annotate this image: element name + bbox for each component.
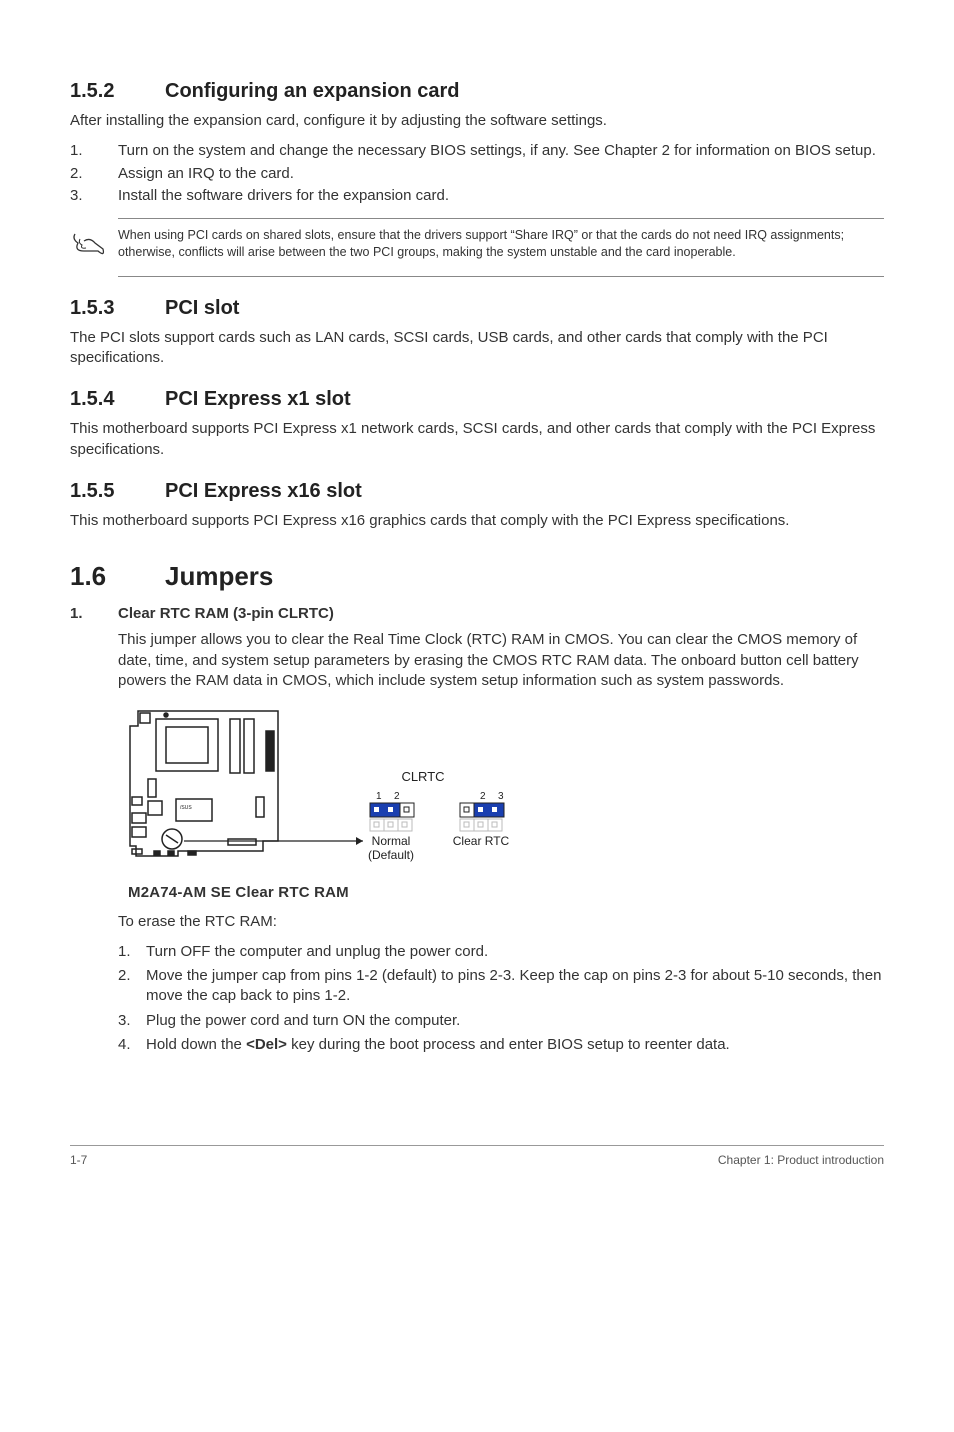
list-item: 3.Install the software drivers for the e…	[70, 186, 884, 206]
list-item: 1.Turn on the system and change the nece…	[70, 141, 884, 161]
heading-1-5-2: 1.5.2Configuring an expansion card	[70, 78, 884, 105]
item-number: 3.	[118, 1011, 146, 1031]
heading-1-5-3: 1.5.3PCI slot	[70, 295, 884, 322]
jumper-diagram: /SUS CLRTC 1 2	[118, 701, 884, 877]
item-text: Install the software drivers for the exp…	[118, 186, 449, 206]
note-text: When using PCI cards on shared slots, en…	[118, 227, 884, 261]
svg-text:Clear RTC: Clear RTC	[453, 834, 510, 848]
section-number: 1.5.2	[70, 78, 165, 105]
footer-page-number: 1-7	[70, 1152, 87, 1168]
intro-text: After installing the expansion card, con…	[70, 111, 884, 131]
heading-1-5-5: 1.5.5PCI Express x16 slot	[70, 478, 884, 505]
item-text: Move the jumper cap from pins 1-2 (defau…	[146, 966, 884, 1007]
svg-text:1: 1	[376, 791, 382, 802]
page-footer: 1-7 Chapter 1: Product introduction	[70, 1145, 884, 1168]
item-title: Clear RTC RAM (3-pin CLRTC)	[118, 604, 334, 624]
item-number: 3.	[70, 186, 118, 206]
svg-text:3: 3	[498, 791, 504, 802]
item-number: 4.	[118, 1035, 146, 1055]
item-text: Plug the power cord and turn ON the comp…	[146, 1011, 460, 1031]
erase-steps: 1.Turn OFF the computer and unplug the p…	[118, 942, 884, 1055]
section-title: PCI slot	[165, 297, 239, 319]
steps-list: 1.Turn on the system and change the nece…	[70, 141, 884, 206]
item-number: 1.	[70, 604, 118, 624]
list-item: 2.Move the jumper cap from pins 1-2 (def…	[118, 966, 884, 1007]
erase-intro: To erase the RTC RAM:	[118, 912, 884, 932]
section-number: 1.5.3	[70, 295, 165, 322]
item-number: 2.	[70, 164, 118, 184]
section-title: Jumpers	[165, 561, 273, 591]
item-number: 1.	[118, 942, 146, 962]
section-title: Configuring an expansion card	[165, 80, 459, 102]
section-title: PCI Express x1 slot	[165, 388, 351, 410]
jumper-description: This jumper allows you to clear the Real…	[118, 630, 884, 691]
note-block: When using PCI cards on shared slots, en…	[118, 218, 884, 277]
list-item: 2.Assign an IRQ to the card.	[70, 164, 884, 184]
footer-chapter: Chapter 1: Product introduction	[718, 1152, 884, 1168]
body-text: This motherboard supports PCI Express x1…	[70, 419, 884, 460]
svg-text:/SUS: /SUS	[180, 805, 192, 811]
diagram-caption: M2A74-AM SE Clear RTC RAM	[128, 883, 884, 903]
svg-text:(Default): (Default)	[368, 848, 414, 862]
body-text: This motherboard supports PCI Express x1…	[70, 511, 884, 531]
svg-text:2: 2	[394, 791, 400, 802]
list-item: 4.Hold down the <Del> key during the boo…	[118, 1035, 884, 1055]
svg-text:2: 2	[480, 791, 486, 802]
list-item: 1.Turn OFF the computer and unplug the p…	[118, 942, 884, 962]
item-text: Turn OFF the computer and unplug the pow…	[146, 942, 488, 962]
item-text: Assign an IRQ to the card.	[118, 164, 294, 184]
list-item: 3.Plug the power cord and turn ON the co…	[118, 1011, 884, 1031]
clrtc-label: CLRTC	[401, 769, 444, 784]
item-text: Hold down the <Del> key during the boot …	[146, 1035, 730, 1055]
body-text: The PCI slots support cards such as LAN …	[70, 328, 884, 369]
svg-text:Normal: Normal	[372, 834, 411, 848]
item-number: 1.	[70, 141, 118, 161]
section-number: 1.5.5	[70, 478, 165, 505]
item-text: Turn on the system and change the necess…	[118, 141, 876, 161]
item-number: 2.	[118, 966, 146, 1007]
note-icon	[70, 227, 118, 268]
section-title: PCI Express x16 slot	[165, 480, 362, 502]
section-number: 1.5.4	[70, 386, 165, 413]
jumper-item-heading: 1. Clear RTC RAM (3-pin CLRTC)	[70, 604, 884, 624]
heading-1-6: 1.6Jumpers	[70, 559, 884, 594]
heading-1-5-4: 1.5.4PCI Express x1 slot	[70, 386, 884, 413]
section-number: 1.6	[70, 559, 165, 594]
